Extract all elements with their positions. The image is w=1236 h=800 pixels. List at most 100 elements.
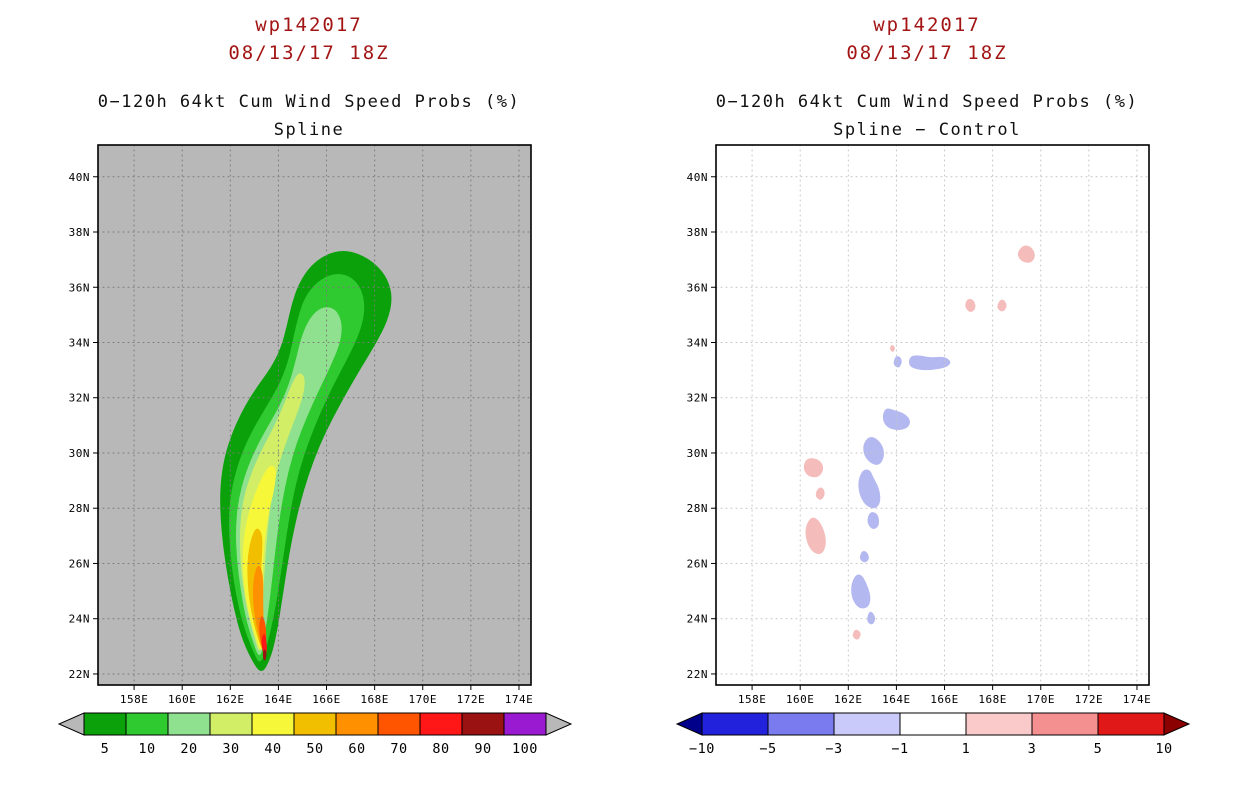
colorbar-label: 5 [101, 741, 110, 756]
latitude-tick-label: 24N [69, 613, 90, 626]
longitude-tick-label: 162E [216, 693, 245, 706]
longitude-tick-label: 172E [1075, 693, 1104, 706]
anomaly-patch-negative [867, 611, 876, 625]
latitude-tick-label: 36N [69, 281, 90, 294]
latitude-tick-label: 22N [69, 668, 90, 681]
latitude-tick-label: 32N [687, 392, 708, 405]
colorbar-label: 1 [962, 741, 971, 756]
map-frame [715, 144, 1150, 686]
longitude-tick-label: 162E [834, 693, 863, 706]
anomaly-patch-negative [908, 355, 951, 371]
longitude-tick-label: 160E [786, 693, 815, 706]
longitude-tick-label: 168E [978, 693, 1007, 706]
anomaly-patch-negative [859, 551, 869, 563]
anomaly-patch-negative [882, 408, 910, 431]
latitude-tick-label: 28N [687, 502, 708, 515]
colorbar-swatch [293, 712, 337, 736]
colorbar-right-arrow [545, 712, 573, 736]
longitude-tick-label: 172E [457, 693, 486, 706]
colorbar-swatch [965, 712, 1033, 736]
latitude-tick-label: 36N [687, 281, 708, 294]
colorbar-swatch [767, 712, 835, 736]
plot-variant-label: Spline − Control [833, 120, 1021, 140]
map-frame [97, 144, 532, 686]
colorbar-label: 30 [222, 741, 239, 756]
latitude-tick-label: 32N [69, 392, 90, 405]
colorbar-swatch [83, 712, 127, 736]
anomaly-patch-negative [867, 512, 880, 529]
longitude-tick-label: 166E [312, 693, 341, 706]
latitude-tick-label: 38N [69, 226, 90, 239]
latitude-tick-label: 26N [687, 557, 708, 570]
latitude-tick-label: 24N [687, 613, 708, 626]
latitude-tick-label: 40N [687, 171, 708, 184]
colorbar-label: 40 [264, 741, 281, 756]
init-time-title: 08/13/17 18Z [228, 42, 390, 64]
colorbar-swatch [899, 712, 967, 736]
longitude-tick-label: 168E [360, 693, 389, 706]
plot-subtitle: 0−120h 64kt Cum Wind Speed Probs (%) [97, 92, 521, 112]
longitude-tick-label: 170E [1027, 693, 1056, 706]
difference-map-spline-minus-control: 158E 160E 162E 164E 166E 168E 170E 172E 174E 22N 2… [687, 144, 1152, 706]
probability-map-spline: 158E 160E 162E 164E 166E 168E 170E 172E 174E 22N 2… [69, 144, 533, 706]
colorbar-label: 70 [390, 741, 407, 756]
colorbar-label: 80 [432, 741, 449, 756]
colorbar-label: −3 [825, 741, 842, 756]
anomaly-patch-positive [852, 629, 861, 640]
anomaly-patch-negative [851, 574, 871, 609]
anomaly-patch-positive [890, 344, 895, 352]
anomaly-patch-positive [815, 487, 825, 500]
colorbar-swatch [1031, 712, 1099, 736]
colorbar-swatch [167, 712, 211, 736]
longitude-tick-label: 158E [738, 693, 767, 706]
map-background [716, 145, 1149, 685]
latitude-tick-label: 30N [69, 447, 90, 460]
colorbar-left-arrow [57, 712, 85, 736]
latitude-tick-label: 22N [687, 668, 708, 681]
latitude-tick-label: 34N [687, 336, 708, 349]
longitude-tick-label: 166E [930, 693, 959, 706]
storm-id-title: wp142017 [873, 14, 981, 36]
colorbar-swatch [419, 712, 463, 736]
anomaly-patch-positive [1017, 245, 1035, 263]
latitude-tick-label: 38N [687, 226, 708, 239]
colorbar-label: 10 [138, 741, 155, 756]
colorbar-label: −5 [759, 741, 776, 756]
colorbar-label: 5 [1094, 741, 1103, 756]
anomaly-patch-negative [893, 356, 902, 368]
longitude-tick-label: 164E [264, 693, 293, 706]
colorbar-label: 20 [180, 741, 197, 756]
colorbar-swatch [461, 712, 505, 736]
latitude-tick-label: 26N [69, 557, 90, 570]
anomaly-patch-negative [863, 436, 884, 465]
longitude-tick-label: 170E [409, 693, 438, 706]
anomaly-patch-positive [805, 517, 826, 555]
colorbar-right-arrow [1163, 712, 1191, 736]
panel-spline-minus-control: wp142017 08/13/17 18Z 0−120h 64kt Cum Wi… [618, 0, 1236, 800]
colorbar-label: 60 [348, 741, 365, 756]
latitude-tick-label: 40N [69, 171, 90, 184]
longitude-tick-label: 164E [882, 693, 911, 706]
colorbar-label: 10 [1155, 741, 1172, 756]
colorbar-swatch [251, 712, 295, 736]
colorbar-label: −10 [689, 741, 715, 756]
colorbar-label: 100 [512, 741, 538, 756]
panel-spline: wp142017 08/13/17 18Z 0−120h 64kt Cum Wi… [57, 14, 573, 756]
colorbar-swatch [833, 712, 901, 736]
latitude-tick-label: 28N [69, 502, 90, 515]
colorbar-swatch [335, 712, 379, 736]
plot-variant-label: Spline [273, 120, 345, 140]
colorbar-swatch [125, 712, 169, 736]
longitude-tick-label: 174E [1123, 693, 1152, 706]
plot-subtitle: 0−120h 64kt Cum Wind Speed Probs (%) [715, 92, 1139, 112]
anomaly-patch-positive [997, 299, 1007, 312]
anomaly-patch-positive [803, 458, 824, 478]
colorbar-swatch [1097, 712, 1165, 736]
latitude-tick-label: 34N [69, 336, 90, 349]
contour-level-90 [262, 649, 267, 661]
colorbar-swatch [701, 712, 769, 736]
colorbar-swatch [209, 712, 253, 736]
anomaly-patch-negative [858, 469, 881, 509]
colorbar-swatch [503, 712, 547, 736]
